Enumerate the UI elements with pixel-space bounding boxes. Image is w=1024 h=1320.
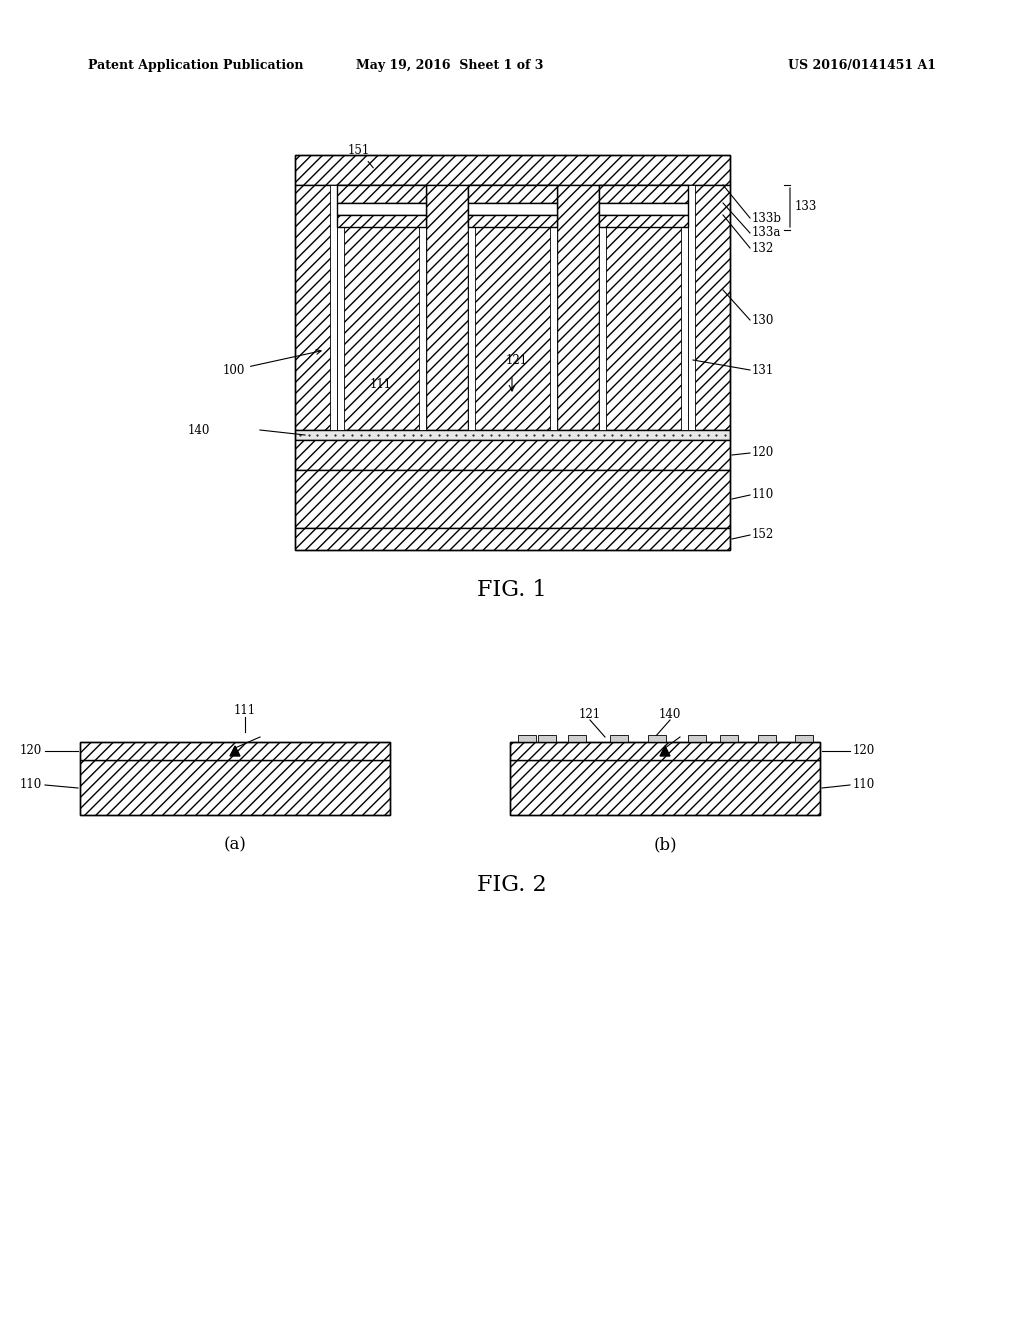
Text: 111: 111	[370, 379, 392, 392]
Bar	[337, 215, 426, 227]
Bar	[688, 185, 695, 430]
Bar	[80, 760, 390, 814]
Bar	[518, 735, 536, 742]
Bar	[295, 528, 730, 550]
Bar	[599, 185, 688, 203]
Bar	[538, 735, 556, 742]
Bar	[337, 185, 426, 430]
Bar	[295, 154, 730, 185]
Bar	[599, 215, 688, 227]
Bar	[337, 185, 426, 203]
Bar	[80, 742, 390, 760]
Bar	[688, 185, 730, 430]
Text: 152: 152	[752, 528, 774, 541]
Text: 151: 151	[348, 144, 374, 168]
Text: 100: 100	[222, 350, 322, 376]
Bar	[468, 215, 557, 227]
Text: 133b: 133b	[752, 211, 782, 224]
Bar	[337, 185, 344, 430]
Bar	[337, 203, 426, 215]
Text: (b): (b)	[653, 837, 677, 854]
Bar	[468, 203, 557, 215]
Text: 110: 110	[853, 779, 876, 792]
Bar	[510, 760, 820, 814]
Bar	[688, 735, 706, 742]
Text: 140: 140	[187, 424, 210, 437]
Bar	[720, 735, 738, 742]
Text: 132: 132	[752, 242, 774, 255]
Bar	[330, 185, 337, 430]
Bar	[681, 185, 688, 430]
Bar	[557, 185, 599, 430]
Polygon shape	[660, 746, 670, 756]
Text: 110: 110	[752, 488, 774, 502]
Bar	[795, 735, 813, 742]
Text: 120: 120	[752, 446, 774, 459]
Bar	[80, 742, 390, 814]
Bar	[648, 735, 666, 742]
Text: 133a: 133a	[752, 227, 781, 239]
Text: 120: 120	[853, 744, 876, 758]
Bar	[510, 742, 820, 760]
Text: 110: 110	[19, 779, 42, 792]
Text: FIG. 1: FIG. 1	[477, 579, 547, 601]
Bar	[599, 185, 688, 430]
Bar	[550, 185, 557, 430]
Bar	[295, 470, 730, 528]
Bar	[295, 185, 337, 430]
Text: 131: 131	[752, 363, 774, 376]
Text: FIG. 2: FIG. 2	[477, 874, 547, 896]
Polygon shape	[230, 746, 240, 756]
Text: US 2016/0141451 A1: US 2016/0141451 A1	[788, 58, 936, 71]
Bar	[610, 735, 628, 742]
Text: Patent Application Publication: Patent Application Publication	[88, 58, 303, 71]
Bar	[599, 203, 688, 215]
Bar	[468, 185, 557, 430]
Text: 140: 140	[658, 708, 681, 721]
Text: (a): (a)	[223, 837, 247, 854]
Text: 111: 111	[233, 704, 256, 717]
Bar	[295, 154, 730, 550]
Text: 130: 130	[752, 314, 774, 326]
Text: 121: 121	[579, 708, 601, 721]
Bar	[468, 185, 557, 203]
Text: 120: 120	[19, 744, 42, 758]
Bar	[599, 185, 606, 430]
Bar	[568, 735, 586, 742]
Bar	[510, 742, 820, 814]
Bar	[419, 185, 426, 430]
Bar	[426, 185, 468, 430]
Bar	[295, 440, 730, 470]
Text: 133: 133	[795, 201, 817, 214]
Text: 121: 121	[506, 354, 528, 367]
Bar	[295, 430, 730, 440]
Bar	[758, 735, 776, 742]
Bar	[468, 185, 475, 430]
Text: May 19, 2016  Sheet 1 of 3: May 19, 2016 Sheet 1 of 3	[356, 58, 544, 71]
